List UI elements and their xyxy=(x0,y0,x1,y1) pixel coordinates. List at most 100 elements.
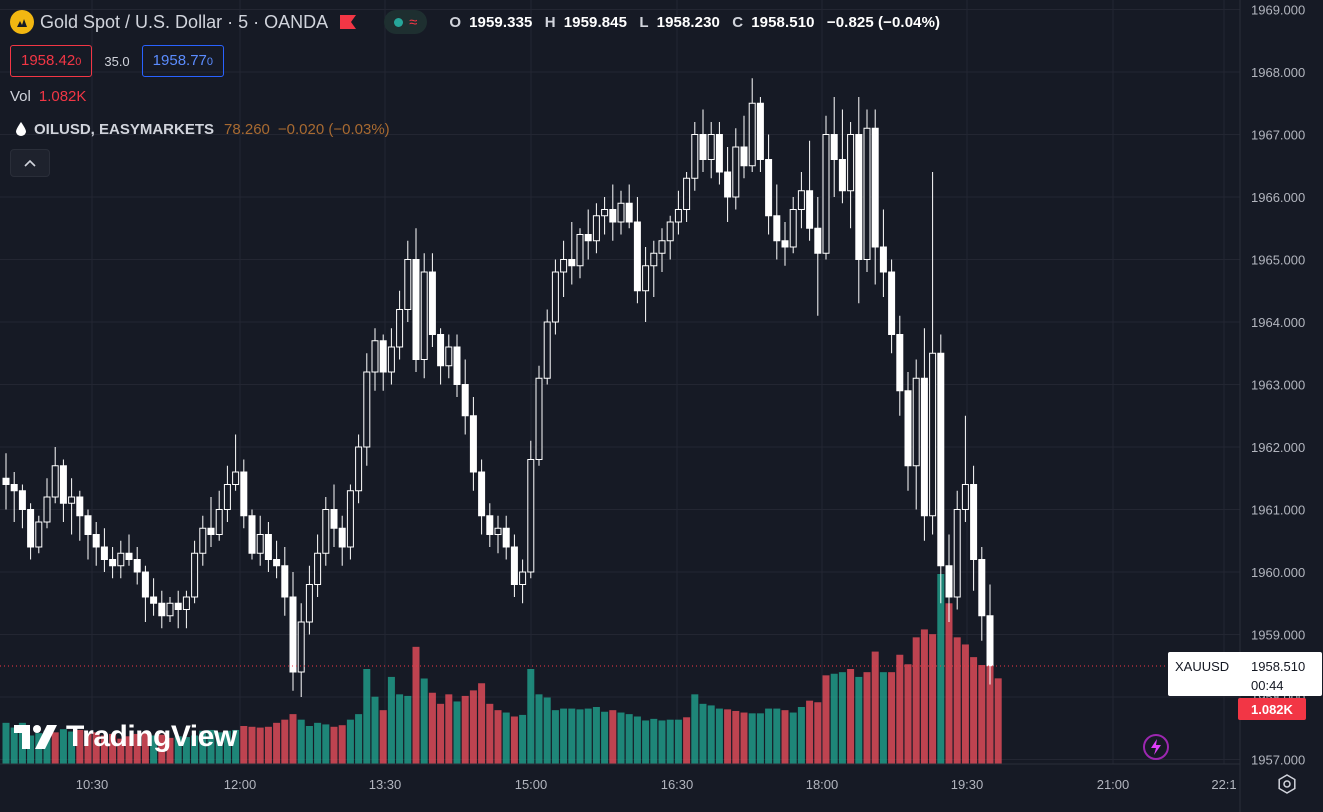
x-tick-label: 12:00 xyxy=(224,777,257,792)
candle-body xyxy=(674,209,682,223)
volume-bar xyxy=(888,672,896,764)
candle-body xyxy=(568,259,576,267)
volume-bar xyxy=(527,669,535,764)
volume-bar xyxy=(59,729,67,764)
x-tick-label: 16:30 xyxy=(661,777,694,792)
volume-bar xyxy=(264,726,272,764)
volume-bar xyxy=(51,732,59,764)
candle-body xyxy=(281,565,289,598)
candle-body xyxy=(43,496,51,523)
volume-bar xyxy=(609,710,617,764)
candle-body xyxy=(35,521,43,548)
indicator-toggle[interactable]: ≈ xyxy=(384,10,428,34)
compare-legend[interactable]: OILUSD, EASYMARKETS 78.260 −0.020 (−0.03… xyxy=(10,119,940,139)
volume-bar xyxy=(150,735,158,764)
candle-body xyxy=(863,127,871,260)
volume-legend[interactable]: Vol 1.082K xyxy=(10,87,940,107)
candle-body xyxy=(904,390,912,467)
candle-body xyxy=(387,346,395,373)
volume-bar xyxy=(76,729,84,764)
settings-icon[interactable] xyxy=(1277,774,1297,794)
volume-bar xyxy=(510,716,518,764)
candle-body xyxy=(404,259,412,310)
volume-bar xyxy=(27,735,35,764)
candle-body xyxy=(396,309,404,348)
volume-label: Vol xyxy=(10,88,31,105)
candle-body xyxy=(748,102,756,167)
volume-bar xyxy=(355,714,363,764)
candle-body xyxy=(59,465,67,504)
flag-icon[interactable] xyxy=(340,15,357,29)
volume-bar xyxy=(502,712,510,764)
candles[interactable] xyxy=(2,78,994,697)
candle-body xyxy=(765,159,773,217)
candle-body xyxy=(740,146,748,167)
volume-bar xyxy=(535,694,543,764)
candle-body xyxy=(789,209,797,248)
candle-body xyxy=(199,527,207,554)
candle-body xyxy=(174,602,182,610)
volume-bar xyxy=(896,654,904,764)
price-axis[interactable]: 1957.0001958.0001959.0001960.0001961.000… xyxy=(1239,0,1305,812)
volume-bar xyxy=(838,672,846,764)
lightning-icon[interactable] xyxy=(1142,733,1170,761)
volume-bar xyxy=(223,730,231,764)
volume-bar xyxy=(781,710,789,764)
tag-volume: 1.082K xyxy=(1251,702,1294,717)
candle-body xyxy=(929,352,937,517)
tradingview-logo-icon xyxy=(14,725,57,749)
time-axis[interactable]: 10:30 12:00 13:30 15:00 16:30 18:00 19:30 21:00… xyxy=(0,763,1240,792)
last-price-tag: XAUUSD 1958.510 00:44 1.082K xyxy=(0,652,1322,720)
volume-bar xyxy=(945,603,953,764)
y-tick-label: 1957.000 xyxy=(1251,753,1305,768)
candle-body xyxy=(642,265,650,292)
candle-body xyxy=(715,134,723,173)
candle-body xyxy=(248,515,256,554)
volume-bar xyxy=(273,722,281,764)
x-tick-label: 10:30 xyxy=(76,777,109,792)
candle-body xyxy=(879,246,887,273)
candle-body xyxy=(453,346,461,385)
candle-body xyxy=(437,334,445,367)
volume-bar xyxy=(289,714,297,764)
candle-body xyxy=(191,552,199,598)
candle-body xyxy=(76,496,84,517)
candle-body xyxy=(970,484,978,560)
candle-body xyxy=(84,515,92,535)
volume-bar xyxy=(387,676,395,764)
candle-body xyxy=(182,596,190,610)
volume-bar xyxy=(617,712,625,764)
candle-body xyxy=(806,190,814,229)
gold-coin-icon[interactable] xyxy=(10,10,34,34)
volume-bar xyxy=(281,719,289,764)
candle-body xyxy=(625,202,633,223)
candle-body xyxy=(469,415,477,473)
volume-bar xyxy=(986,657,994,764)
high-value: 1959.845 xyxy=(563,13,628,31)
collapse-legend-button[interactable] xyxy=(10,149,50,177)
volume-bar xyxy=(740,712,748,764)
volume-bar xyxy=(141,732,149,764)
candle-body xyxy=(215,509,223,535)
close-value: 1958.510 xyxy=(751,13,815,31)
volume-bar xyxy=(674,719,682,764)
bid-pip: 0 xyxy=(75,56,82,68)
symbol-title[interactable]: Gold Spot / U.S. Dollar · 5 · OANDA xyxy=(40,11,329,32)
candle-body xyxy=(256,534,264,554)
candle-body xyxy=(617,202,625,223)
candle-body xyxy=(576,234,584,267)
candle-body xyxy=(888,271,896,335)
sell-button[interactable]: 1958.420 xyxy=(10,45,93,77)
volume-bar xyxy=(379,710,387,764)
candle-body xyxy=(756,102,764,160)
candle-body xyxy=(232,471,240,485)
volume-bar xyxy=(994,678,1002,764)
dot-icon xyxy=(394,17,404,27)
volume-bar xyxy=(166,737,174,764)
high-label: H xyxy=(544,13,556,31)
candle-body xyxy=(699,134,707,160)
compare-symbol: OILUSD, EASYMARKETS xyxy=(34,120,215,138)
buy-button[interactable]: 1958.770 xyxy=(141,45,225,77)
y-tick-label: 1959.000 xyxy=(1251,628,1305,643)
volume-bar xyxy=(314,722,322,764)
